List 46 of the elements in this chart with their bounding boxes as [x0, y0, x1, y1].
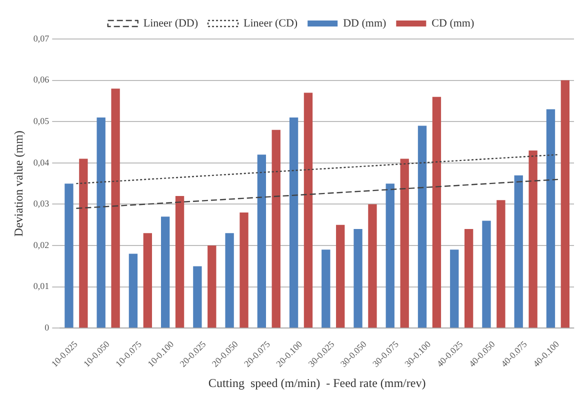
y-tick-label: 0,07: [33, 33, 50, 44]
bar: [450, 250, 459, 328]
y-tick-label: 0,04: [33, 157, 50, 168]
bar: [79, 158, 88, 328]
bar: [289, 117, 298, 328]
bar: [514, 175, 523, 328]
bar: [96, 117, 106, 328]
bar: [257, 154, 266, 328]
bar: [175, 196, 184, 328]
legend-label: Lineer (CD): [244, 17, 298, 30]
y-tick-label: 0,06: [33, 74, 50, 85]
legend-label: CD (mm): [432, 17, 474, 30]
bar: [496, 200, 506, 328]
y-tick-label: 0,01: [33, 281, 50, 292]
bar: [160, 216, 170, 328]
y-tick-label: 0,03: [33, 198, 50, 209]
bar: [64, 184, 74, 328]
bar: [528, 150, 538, 328]
bar: [322, 250, 330, 328]
bar: [400, 158, 409, 328]
bar: [208, 246, 216, 328]
bar: [193, 266, 202, 328]
bar: [560, 80, 570, 328]
x-axis-title: Cutting speed (m/min) - Feed rate (mm/rev): [208, 376, 426, 390]
legend-label: DD (mm): [343, 17, 387, 30]
bar: [272, 130, 280, 328]
bar: [128, 254, 138, 328]
bar: [336, 224, 345, 328]
y-tick-label: 0: [44, 322, 50, 333]
bar: [240, 212, 248, 328]
bar: [386, 184, 394, 328]
bar: [546, 109, 556, 328]
bar: [143, 233, 152, 328]
bar: [432, 96, 442, 328]
y-tick-label: 0,02: [33, 240, 50, 250]
legend-label: Lineer (DD): [143, 17, 198, 30]
bar: [482, 220, 491, 328]
bar: [111, 88, 120, 328]
bar: [304, 92, 313, 328]
bar: [418, 126, 427, 328]
bar: [225, 233, 234, 328]
bar: [354, 229, 362, 328]
bar: [464, 229, 474, 328]
bar: [368, 204, 377, 328]
y-axis-title: Deviation value (mm): [11, 130, 26, 237]
y-tick-label: 0,05: [33, 116, 50, 126]
